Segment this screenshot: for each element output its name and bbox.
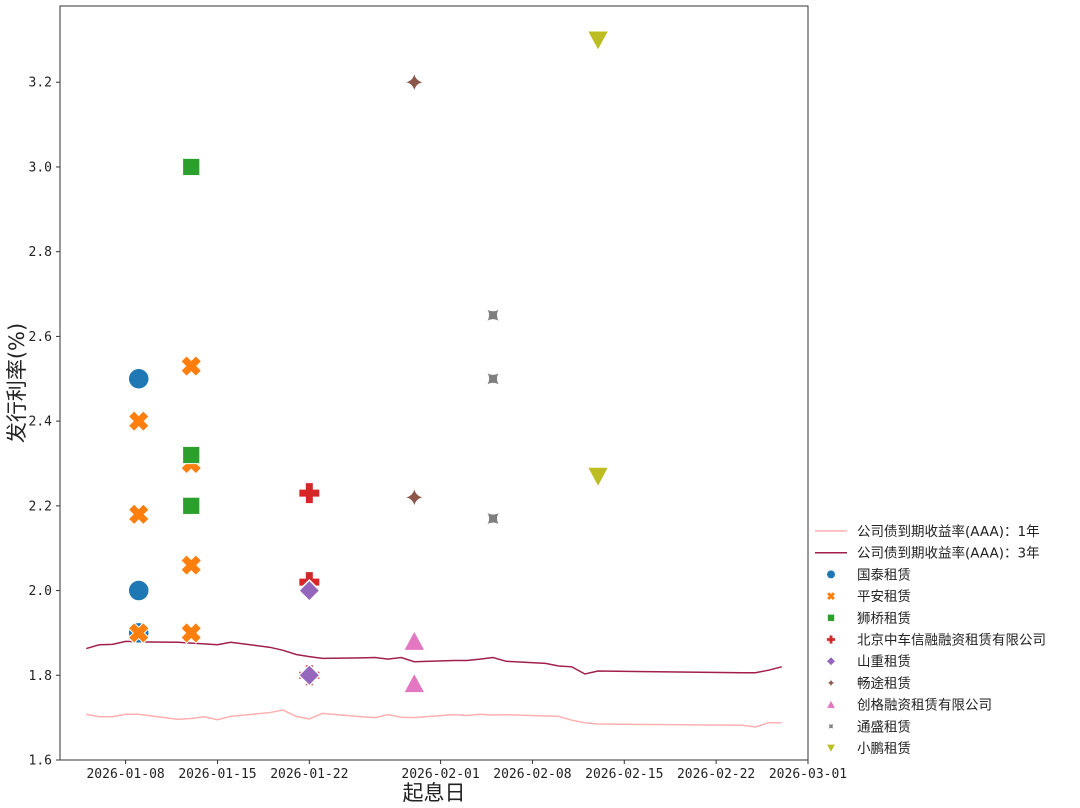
data-point-s8-3 bbox=[485, 510, 501, 527]
legend-marker-8 bbox=[827, 723, 835, 730]
y-tick-label-1: 1.6 bbox=[29, 754, 52, 769]
legend-label-line-1: 公司债到期收益率(AAA)：1年 bbox=[857, 523, 1040, 540]
data-point-s2-7 bbox=[180, 621, 203, 644]
legend-marker-4 bbox=[826, 635, 836, 644]
legend-marker-6 bbox=[826, 678, 836, 688]
legend-label-series-9: 小鹏租赁 bbox=[857, 741, 911, 757]
data-point-s2-4 bbox=[180, 355, 203, 378]
y-tick-label-2: 1.8 bbox=[29, 669, 52, 684]
data-point-s1-2 bbox=[127, 579, 150, 602]
data-point-s9-2 bbox=[586, 466, 610, 488]
data-point-s5-1 bbox=[297, 579, 321, 603]
legend-marker-3 bbox=[827, 614, 835, 622]
data-points bbox=[127, 30, 610, 694]
data-point-s3-1 bbox=[182, 157, 201, 177]
data-point-s6-2 bbox=[403, 486, 425, 508]
legend-marker-5 bbox=[826, 656, 836, 666]
legend: 公司债到期收益率(AAA)：1年公司债到期收益率(AAA)：3年国泰租赁平安租赁… bbox=[815, 523, 1046, 757]
x-tick-label-4: 2026-02-01 bbox=[401, 767, 479, 782]
x-tick-label-2: 2026-01-15 bbox=[178, 767, 256, 782]
data-point-s7-2 bbox=[402, 672, 426, 694]
legend-label-series-7: 创格融资租赁有限公司 bbox=[857, 698, 992, 714]
data-point-s9-1 bbox=[586, 30, 610, 52]
legend-label-series-2: 平安租赁 bbox=[857, 589, 911, 605]
legend-label-line-2: 公司债到期收益率(AAA)：3年 bbox=[857, 545, 1040, 562]
reference-line-1 bbox=[86, 709, 782, 728]
x-tick-label-1: 2026-01-08 bbox=[86, 767, 164, 782]
legend-label-series-4: 北京中车信融融资租赁有限公司 bbox=[857, 632, 1046, 649]
data-point-s2-1 bbox=[127, 410, 150, 433]
data-point-s5-2 bbox=[297, 663, 321, 687]
legend-marker-9 bbox=[826, 744, 836, 753]
y-tick-label-4: 2.2 bbox=[29, 499, 52, 514]
x-tick-label-8: 2026-03-01 bbox=[769, 767, 847, 782]
legend-label-series-6: 畅途租赁 bbox=[857, 675, 911, 692]
data-point-s4-1 bbox=[298, 482, 321, 505]
legend-marker-7 bbox=[826, 699, 836, 709]
y-tick-label-8: 3.0 bbox=[29, 160, 52, 175]
y-tick-label-7: 2.8 bbox=[29, 245, 52, 260]
data-point-s3-3 bbox=[182, 496, 201, 515]
plot-frame bbox=[59, 5, 809, 761]
legend-marker-2 bbox=[826, 591, 836, 601]
legend-label-series-5: 山重租赁 bbox=[857, 654, 911, 670]
data-point-s2-2 bbox=[127, 503, 150, 526]
y-tick-label-3: 2.0 bbox=[29, 584, 52, 599]
y-axis-title: 发行利率(%) bbox=[5, 323, 29, 443]
y-tick-label-5: 2.4 bbox=[29, 415, 53, 430]
x-tick-label-7: 2026-02-22 bbox=[677, 767, 755, 782]
reference-lines bbox=[86, 640, 782, 728]
y-tick-label-9: 3.2 bbox=[29, 76, 52, 91]
data-point-s2-6 bbox=[180, 554, 203, 577]
y-tick-label-6: 2.6 bbox=[29, 330, 52, 345]
data-point-s3-2 bbox=[182, 445, 201, 465]
data-point-s6-1 bbox=[403, 71, 425, 93]
data-point-s2-3 bbox=[127, 621, 150, 644]
x-axis-ticks: 2026-01-08 2026-01-15 2026-01-22 2026-02-01… bbox=[86, 760, 847, 782]
y-axis-ticks: 1.6 1.8 2.0 2.2 2.4 2.6 2.8 3.0 3.2 bbox=[29, 76, 60, 769]
legend-marker-1 bbox=[826, 569, 836, 579]
reference-line-2 bbox=[86, 640, 782, 675]
legend-label-series-1: 国泰租赁 bbox=[857, 567, 911, 583]
data-point-s1-1 bbox=[127, 367, 150, 391]
data-point-s7-1 bbox=[402, 629, 426, 651]
legend-label-series-3: 狮桥租赁 bbox=[857, 611, 911, 627]
x-axis-title: 起息日 bbox=[403, 781, 466, 805]
x-tick-label-3: 2026-01-22 bbox=[270, 767, 348, 782]
x-tick-label-5: 2026-02-08 bbox=[493, 767, 571, 782]
legend-label-series-8: 通盛租赁 bbox=[857, 719, 911, 735]
x-tick-label-6: 2026-02-15 bbox=[585, 767, 663, 782]
